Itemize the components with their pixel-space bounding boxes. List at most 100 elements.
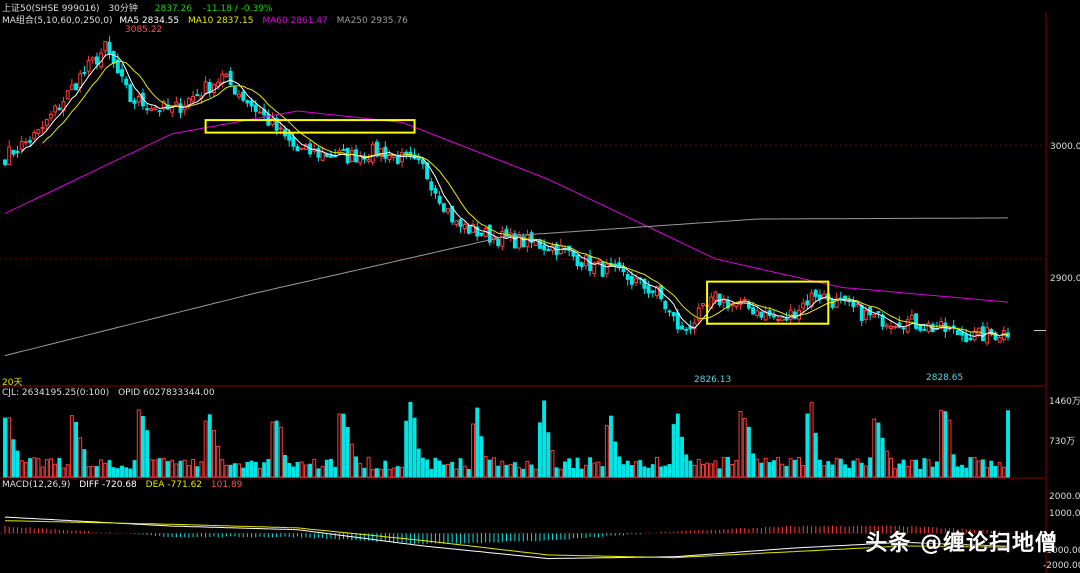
- volume-bar: [249, 460, 254, 478]
- candle-body: [926, 323, 931, 333]
- candle-body: [145, 108, 150, 111]
- candle-body: [228, 71, 233, 86]
- candle-body: [437, 195, 442, 204]
- volume-bar: [964, 467, 969, 478]
- candle-body: [57, 107, 62, 110]
- volume-bar: [696, 458, 701, 478]
- candle-body: [458, 219, 463, 227]
- volume-bar: [751, 453, 756, 478]
- volume-bar: [609, 415, 613, 478]
- volume-bar: [571, 467, 576, 478]
- volume-bar: [341, 413, 346, 478]
- candle-body: [53, 105, 58, 113]
- volume-bar: [90, 465, 95, 478]
- volume-bar: [186, 465, 191, 478]
- volume-bar: [40, 466, 45, 478]
- volume-bar: [646, 467, 651, 478]
- volume-bar: [224, 464, 229, 478]
- candle-body: [174, 101, 179, 106]
- candle-body: [299, 147, 304, 150]
- candle-body: [337, 150, 342, 155]
- candle-body: [120, 69, 124, 77]
- candle-body: [726, 300, 730, 309]
- volume-bar: [15, 450, 20, 478]
- candle-body: [479, 232, 484, 236]
- candle-body: [65, 90, 70, 100]
- volume-bar: [391, 467, 396, 478]
- volume-bar: [145, 430, 150, 478]
- volume-bar: [884, 450, 889, 478]
- volume-bar: [901, 459, 906, 478]
- volume-bar: [880, 437, 885, 478]
- volume-bar: [638, 460, 643, 478]
- volume-bar: [805, 413, 810, 478]
- volume-bar: [387, 469, 392, 478]
- ma250-legend: MA250 2935.76: [336, 16, 408, 26]
- volume-bar: [968, 457, 973, 478]
- volume-bar: [1001, 466, 1006, 478]
- days-label: 20天: [2, 378, 23, 388]
- candle-body: [475, 226, 480, 237]
- volume-bar: [625, 460, 630, 478]
- volume-bar: [746, 426, 751, 478]
- candle-body: [884, 324, 889, 328]
- volume-bar: [742, 418, 747, 478]
- candle-body: [575, 254, 580, 267]
- ma5-legend: MA5 2834.55: [119, 16, 180, 26]
- period-label[interactable]: 30分钟: [108, 4, 138, 14]
- candle-body: [537, 239, 542, 249]
- volume-bar: [738, 410, 743, 478]
- volume-bar: [241, 467, 246, 478]
- volume-bar: [834, 457, 839, 478]
- candle-body: [663, 300, 668, 310]
- candle-body: [157, 110, 162, 113]
- volume-bar: [19, 460, 24, 478]
- candle-body: [366, 159, 371, 162]
- volume-bar: [128, 468, 133, 478]
- volume-bar: [303, 464, 308, 478]
- candle-body: [320, 151, 325, 161]
- candle-body: [851, 301, 856, 308]
- candle-body: [997, 336, 1002, 343]
- high-price-label: 3085.22: [125, 25, 163, 35]
- candle-body: [780, 316, 785, 321]
- volume-bar: [508, 464, 513, 478]
- volume-bar: [195, 466, 200, 478]
- candle-body: [441, 203, 446, 212]
- volume-bar: [705, 462, 710, 478]
- candle-body: [220, 73, 225, 84]
- volume-bar: [822, 465, 827, 478]
- volume-bar: [216, 445, 221, 478]
- candle-body: [454, 220, 459, 225]
- candle-body: [212, 84, 216, 93]
- symbol-label: 上证50(SHSE 999016): [2, 4, 100, 14]
- volume-bar: [776, 457, 781, 478]
- volume-bar: [166, 461, 170, 478]
- volume-bar: [299, 461, 304, 478]
- candle-body: [525, 234, 530, 247]
- candle-body: [7, 146, 12, 166]
- volume-bar: [851, 460, 856, 478]
- volume-bar: [312, 458, 317, 478]
- volume-bar: [579, 468, 584, 478]
- candle-body: [341, 148, 346, 151]
- volume-bar: [922, 458, 927, 478]
- volume-bar: [471, 423, 476, 478]
- candle-body: [901, 327, 906, 330]
- candle-body: [274, 118, 279, 131]
- volume-legend-label: CJL: 2634195.25(0:100): [2, 388, 110, 398]
- candle-body: [136, 96, 141, 103]
- candle-body: [909, 314, 914, 320]
- candle-body: [207, 82, 212, 93]
- volume-bar: [61, 467, 66, 478]
- volume-tick-high: 1460万: [1049, 397, 1080, 407]
- volume-bar: [546, 432, 551, 478]
- candle-body: [471, 223, 476, 233]
- candle-body: [124, 78, 129, 86]
- candle-body: [324, 153, 329, 158]
- volume-bar: [36, 458, 41, 478]
- candle-body: [675, 312, 680, 330]
- volume-bar: [466, 469, 471, 478]
- volume-bar: [32, 457, 37, 478]
- candle-body: [433, 188, 438, 194]
